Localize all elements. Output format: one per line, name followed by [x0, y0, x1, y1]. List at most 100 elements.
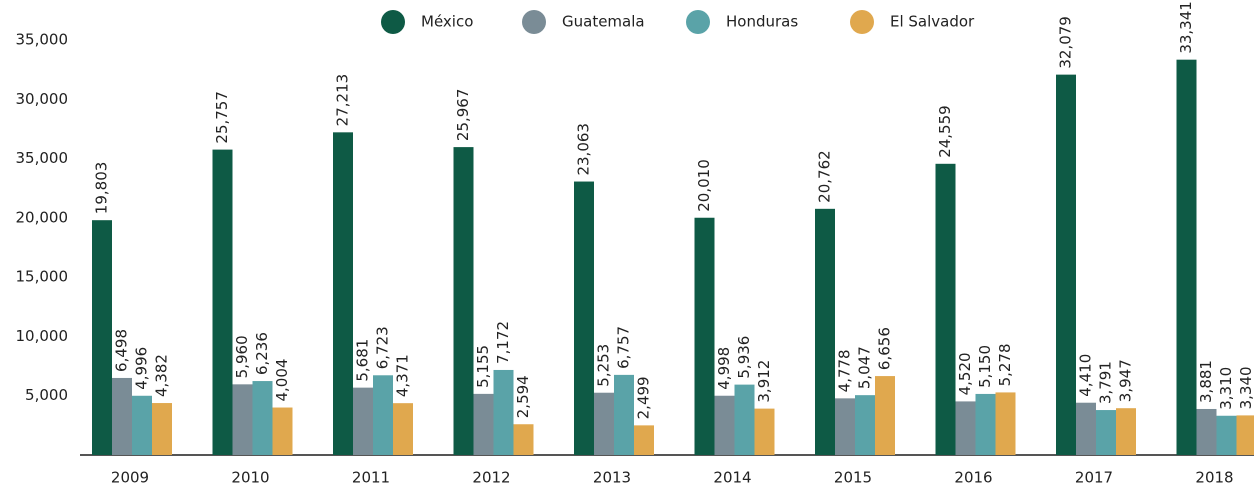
bar	[232, 384, 253, 455]
x-tick-label: 2017	[1075, 469, 1113, 487]
bar	[995, 392, 1016, 455]
bar	[132, 395, 152, 455]
bar	[955, 401, 976, 455]
bar	[714, 395, 735, 455]
value-label: 4,410	[1077, 354, 1095, 397]
bar	[594, 392, 614, 455]
y-tick-label: 35,000	[16, 149, 69, 167]
value-label: 5,047	[856, 346, 874, 389]
value-label: 4,520	[956, 352, 974, 395]
value-label: 7,172	[494, 321, 512, 364]
legend-swatch	[522, 10, 546, 34]
bar	[875, 376, 895, 455]
x-tick-label: 2013	[593, 469, 631, 487]
value-label: 4,004	[273, 359, 291, 402]
bar	[855, 395, 875, 455]
bar	[333, 132, 353, 455]
value-label: 6,723	[374, 326, 392, 369]
value-label: 19,803	[93, 162, 111, 215]
value-label: 2,594	[514, 375, 532, 418]
bar	[513, 424, 534, 455]
value-label: 5,278	[996, 343, 1014, 386]
value-label: 3,947	[1117, 359, 1135, 402]
value-label: 23,063	[575, 123, 593, 176]
value-label: 2,499	[635, 376, 653, 419]
value-label: 6,656	[876, 327, 894, 370]
y-tick-label: 10,000	[16, 327, 69, 345]
bar	[453, 147, 474, 455]
value-label: 25,757	[213, 91, 231, 144]
bar	[152, 403, 172, 455]
bar	[1056, 74, 1076, 456]
bar	[212, 149, 233, 455]
x-tick-label: 2010	[231, 469, 269, 487]
y-tick-label: 5,000	[25, 386, 68, 404]
bar	[754, 408, 775, 455]
value-label: 3,791	[1097, 361, 1115, 404]
value-label: 5,155	[474, 345, 492, 388]
x-tick-label: 2016	[954, 469, 992, 487]
value-label: 3,912	[755, 360, 773, 403]
y-tick-label: 20,000	[16, 208, 69, 226]
legend-label: El Salvador	[890, 13, 975, 31]
value-label: 20,010	[695, 159, 713, 212]
value-label: 6,236	[253, 332, 271, 375]
bar	[493, 369, 514, 455]
value-label: 6,498	[113, 329, 131, 372]
value-label: 5,960	[233, 335, 251, 378]
legend-label: Honduras	[726, 13, 798, 31]
value-label: 6,757	[615, 326, 633, 369]
bar	[1196, 408, 1217, 455]
y-tick-label: 30,000	[16, 90, 69, 108]
value-label: 5,681	[354, 339, 372, 382]
bar	[1116, 408, 1136, 455]
bar	[252, 381, 273, 455]
bar	[1236, 415, 1254, 455]
value-label: 4,996	[133, 347, 151, 390]
value-label: 3,881	[1197, 360, 1215, 403]
x-tick-label: 2018	[1195, 469, 1233, 487]
bar	[975, 393, 996, 455]
value-label: 32,079	[1057, 16, 1075, 69]
bar	[574, 181, 594, 456]
value-label: 5,150	[976, 345, 994, 388]
legend-swatch	[850, 10, 874, 34]
legend-label: Guatemala	[562, 13, 645, 31]
bar	[815, 208, 835, 455]
value-label: 4,382	[153, 354, 171, 397]
bar	[1096, 410, 1116, 455]
value-label: 27,213	[334, 74, 352, 127]
value-label: 4,778	[836, 349, 854, 392]
bar	[353, 387, 373, 455]
bar	[935, 163, 956, 456]
value-label: 24,559	[936, 105, 954, 158]
bar	[473, 393, 494, 455]
bar	[835, 398, 855, 455]
y-tick-label: 15,000	[16, 268, 69, 286]
legend-swatch	[686, 10, 710, 34]
bar	[1076, 402, 1096, 455]
legend-label: México	[421, 13, 473, 31]
bar	[1216, 415, 1237, 455]
bar	[373, 375, 393, 455]
value-label: 3,310	[1217, 367, 1235, 410]
x-tick-label: 2012	[472, 469, 510, 487]
bar	[634, 425, 654, 455]
value-label: 4,371	[394, 354, 412, 397]
x-tick-label: 2009	[111, 469, 149, 487]
bar	[92, 220, 112, 455]
y-tick-label: 35,000	[16, 31, 69, 49]
bar	[1176, 59, 1197, 456]
value-label: 20,762	[816, 150, 834, 203]
bar	[393, 403, 413, 455]
bar	[272, 407, 293, 455]
bar	[694, 217, 715, 455]
value-label: 5,253	[595, 344, 613, 387]
legend-swatch	[381, 10, 405, 34]
bar	[734, 384, 755, 455]
bar	[112, 377, 132, 455]
value-label: 33,341	[1177, 1, 1195, 54]
x-tick-label: 2015	[834, 469, 872, 487]
bar	[614, 374, 634, 455]
